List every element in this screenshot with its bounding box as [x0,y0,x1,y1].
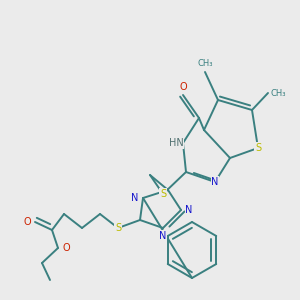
Text: N: N [185,205,193,215]
Text: S: S [160,189,166,199]
Text: N: N [131,193,139,203]
Text: CH₃: CH₃ [197,59,213,68]
Text: S: S [115,223,121,233]
Text: S: S [255,143,261,153]
Text: O: O [23,217,31,227]
Text: N: N [159,231,167,241]
Text: CH₃: CH₃ [270,88,286,98]
Text: HN: HN [169,138,183,148]
Text: N: N [211,177,219,187]
Text: O: O [62,243,70,253]
Text: O: O [179,82,187,92]
